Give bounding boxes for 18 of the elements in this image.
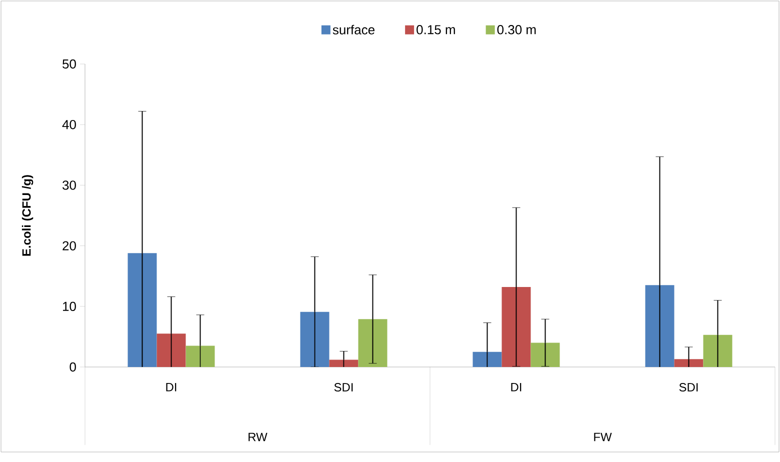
legend-label: 0.30 m [497, 25, 536, 34]
y-tick-label: 0 [70, 362, 76, 372]
x-tick-label: DI [166, 383, 176, 392]
y-tick-label: 20 [62, 241, 76, 250]
bar [674, 359, 704, 368]
y-axis-title: E.coli (CFU /g) [22, 175, 34, 256]
y-tick-label: 30 [62, 180, 76, 190]
legend-label: surface [332, 24, 374, 34]
x-tick-label: DI [511, 383, 522, 392]
x-tick-label: SDI [679, 383, 698, 392]
y-tick-label: 50 [62, 59, 76, 69]
x-tick-label: SDI [334, 383, 353, 392]
bar [329, 360, 358, 368]
y-tick-label: 40 [62, 120, 76, 130]
text: FW [594, 432, 612, 442]
legend-label: 0.15 m [416, 25, 455, 34]
text: RW [248, 432, 268, 442]
y-tick-label: 10 [62, 302, 76, 312]
